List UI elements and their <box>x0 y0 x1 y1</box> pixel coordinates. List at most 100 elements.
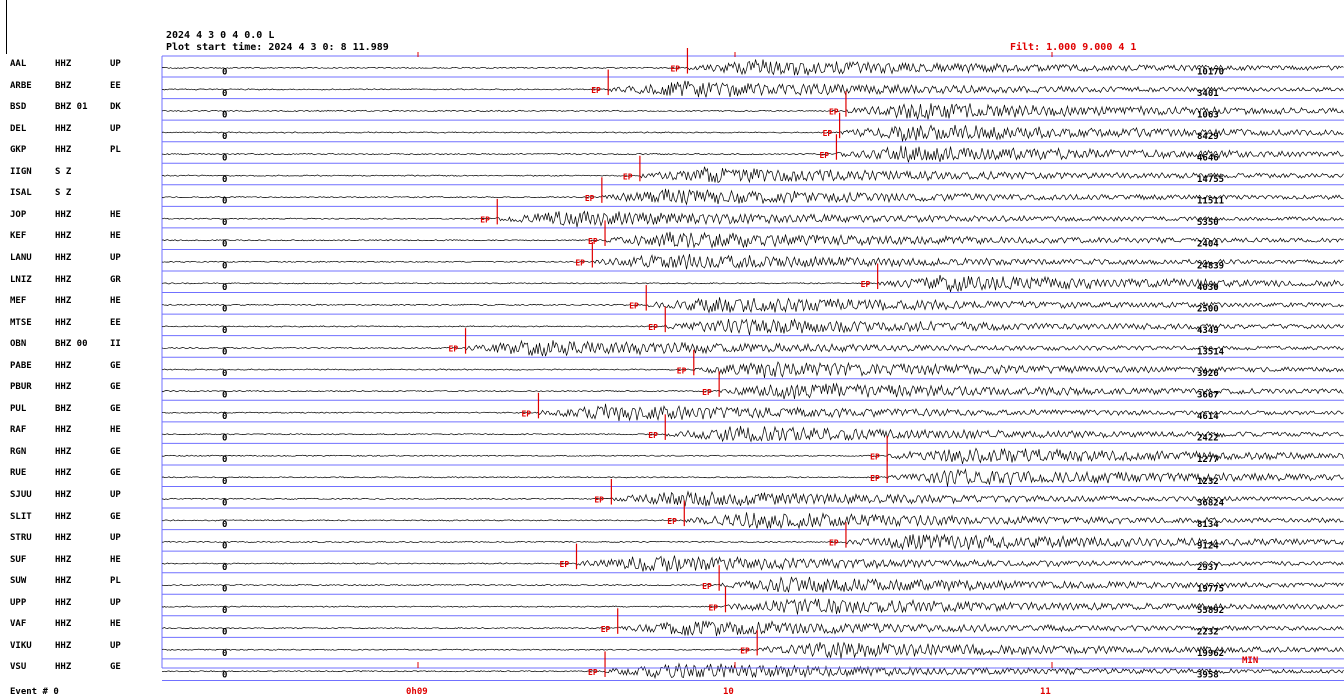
station-code: ISAL <box>10 188 32 199</box>
max-amplitude-label: 11511 <box>1197 197 1224 207</box>
waveform-trace[interactable] <box>161 447 1344 464</box>
phase-pick-label: EP <box>601 625 611 634</box>
trace-zero-label: 0 <box>222 326 227 336</box>
waveform-trace[interactable] <box>161 641 1344 659</box>
network-code: HE <box>110 554 121 565</box>
max-amplitude-label: 9124 <box>1197 541 1219 551</box>
station-code: PABE <box>10 360 32 371</box>
station-code: UPP <box>10 597 27 608</box>
waveform-trace[interactable] <box>162 555 1344 572</box>
max-amplitude-label: 55892 <box>1197 606 1224 616</box>
trace-zero-label: 0 <box>222 261 227 271</box>
network-code: DK <box>110 102 121 113</box>
network-code: GE <box>110 446 121 457</box>
max-amplitude-label: 2937 <box>1197 563 1219 573</box>
max-amplitude-label: 24839 <box>1197 261 1224 271</box>
phase-pick-label: EP <box>702 388 712 397</box>
waveform-trace[interactable] <box>161 620 1344 637</box>
waveform-trace[interactable] <box>162 80 1344 98</box>
phase-pick-label: EP <box>521 409 531 418</box>
channel-code: HHZ <box>55 425 72 436</box>
trace-zero-label: 0 <box>222 240 227 250</box>
station-code: DEL <box>10 123 27 134</box>
waveform-trace[interactable] <box>161 103 1344 120</box>
trace-zero-label: 0 <box>222 628 227 638</box>
phase-pick-label: EP <box>449 345 459 354</box>
waveform-trace[interactable] <box>161 231 1344 249</box>
station-code: VAF <box>10 619 27 630</box>
trace-zero-label: 0 <box>222 434 227 444</box>
waveform-trace[interactable] <box>161 425 1344 443</box>
waveform-trace[interactable] <box>161 274 1344 293</box>
filter-settings: Filt: 1.000 9.000 4 1 <box>1010 42 1137 53</box>
channel-code: HHZ <box>55 145 72 156</box>
network-code: PL <box>110 145 121 156</box>
channel-code: HHZ <box>55 59 72 69</box>
waveform-trace[interactable] <box>161 512 1344 530</box>
waveform-trace[interactable] <box>161 576 1344 593</box>
max-amplitude-label: 13514 <box>1197 347 1225 357</box>
trace-zero-label: 0 <box>222 477 227 487</box>
waveform-trace[interactable] <box>161 490 1344 507</box>
waveform-trace[interactable] <box>161 124 1344 142</box>
trace-zero-label: 0 <box>222 563 227 573</box>
phase-pick-label: EP <box>819 151 829 160</box>
waveform-trace[interactable] <box>161 403 1344 422</box>
waveform-trace[interactable] <box>162 145 1344 163</box>
max-amplitude-label: 2232 <box>1197 628 1219 638</box>
waveform-trace[interactable] <box>161 59 1344 76</box>
waveform-trace[interactable] <box>161 468 1344 487</box>
phase-pick-label: EP <box>648 323 658 332</box>
waveform-trace[interactable] <box>161 297 1344 314</box>
network-code: II <box>110 339 121 350</box>
minutes-unit-label: MIN <box>1242 656 1258 666</box>
trace-zero-label: 0 <box>222 606 227 616</box>
phase-pick-label: EP <box>623 172 633 181</box>
trace-zero-label: 0 <box>222 175 227 185</box>
channel-code: HHZ <box>55 490 72 500</box>
station-code: SLIT <box>10 511 32 522</box>
station-code: MEF <box>10 296 27 307</box>
trace-zero-label: 0 <box>222 89 227 99</box>
station-code: RAF <box>10 425 27 436</box>
channel-code: HHZ <box>55 662 72 673</box>
waveform-trace[interactable] <box>161 662 1344 680</box>
channel-code: HHZ <box>55 231 72 242</box>
max-amplitude-label: 4030 <box>1197 283 1219 293</box>
channel-code: HHZ <box>55 123 72 134</box>
network-code: GE <box>110 662 121 673</box>
channel-code: S Z <box>55 166 72 177</box>
channel-code: BHZ <box>55 403 72 414</box>
waveform-trace[interactable] <box>161 188 1344 206</box>
waveform-trace[interactable] <box>161 339 1344 357</box>
waveform-trace[interactable] <box>161 361 1344 379</box>
network-code: HE <box>110 209 121 220</box>
max-amplitude-label: 4349 <box>1197 326 1219 336</box>
waveform-trace[interactable] <box>161 253 1344 270</box>
waveform-trace[interactable] <box>161 318 1344 336</box>
phase-pick-label: EP <box>829 108 839 117</box>
max-amplitude-label: 8429 <box>1197 132 1219 142</box>
network-code: UP <box>110 252 121 263</box>
plot-start-time: Plot start time: 2024 4 3 0: 8 11.989 <box>166 42 389 53</box>
waveform-trace[interactable] <box>161 382 1344 400</box>
trace-zero-label: 0 <box>222 671 227 681</box>
waveform-trace[interactable] <box>161 533 1344 551</box>
phase-pick-label: EP <box>591 86 601 95</box>
network-code: PL <box>110 576 121 587</box>
waveform-trace[interactable] <box>161 210 1344 228</box>
max-amplitude-label: 8134 <box>1197 520 1219 530</box>
station-code: SJUU <box>10 490 32 500</box>
trace-zero-label: 0 <box>222 520 227 530</box>
waveform-trace[interactable] <box>161 598 1344 615</box>
trace-zero-label: 0 <box>222 585 227 595</box>
phase-pick-label: EP <box>670 65 680 74</box>
channel-code: HHZ <box>55 274 72 285</box>
trace-zero-label: 0 <box>222 455 227 465</box>
channel-code: S Z <box>55 188 72 199</box>
network-code: GE <box>110 511 121 522</box>
waveform-trace[interactable] <box>161 166 1344 184</box>
max-amplitude-label: 3667 <box>1197 391 1219 401</box>
station-code: KEF <box>10 231 27 242</box>
